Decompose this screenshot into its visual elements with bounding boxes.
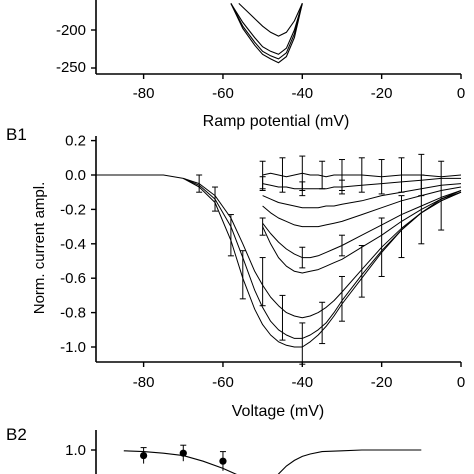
top-x-tick-label-3: -20 bbox=[371, 85, 393, 102]
b2-point-2 bbox=[219, 457, 227, 465]
b1-trace-0 bbox=[96, 174, 462, 348]
b2-data-points bbox=[140, 444, 227, 471]
top-x-tick-label-2: -40 bbox=[291, 85, 313, 102]
b1-trace-8 bbox=[262, 172, 462, 178]
b1-x-tick-label-0: -80 bbox=[133, 374, 155, 391]
b1-y-tick-label-3: -0.4 bbox=[60, 236, 86, 253]
top-trace-0 bbox=[238, 3, 303, 37]
top-x-tick-label-0: -80 bbox=[133, 85, 155, 102]
b1-y-tick-label-0: 0.2 bbox=[65, 133, 86, 150]
b2-fit-curve-0 bbox=[123, 450, 237, 474]
b1-trace-6 bbox=[262, 183, 462, 209]
b2-fit-curves bbox=[123, 449, 422, 474]
b1-trace-5 bbox=[262, 186, 462, 228]
top-x-tick-label-4: 0 bbox=[457, 85, 465, 102]
top-panel: -80 -60 -40 -20 0 -200 -250 Ramp potential (… bbox=[56, 0, 465, 130]
b1-y-tick-label-5: -0.8 bbox=[60, 305, 86, 322]
b2-point-1 bbox=[179, 449, 187, 457]
top-y-tick-label-200: -200 bbox=[56, 22, 86, 39]
b1-x-tick-label-1: -60 bbox=[212, 374, 234, 391]
b2-point-0 bbox=[140, 452, 148, 460]
b1-x-ticks: -80 -60 -40 -20 0 bbox=[133, 362, 465, 391]
b1-axes bbox=[95, 136, 461, 363]
b2-fit-curve-1 bbox=[277, 449, 422, 474]
top-trace-3 bbox=[230, 3, 303, 64]
top-x-ticks: -80 -60 -40 -20 0 bbox=[133, 74, 465, 102]
b1-trace-3 bbox=[262, 191, 462, 274]
top-trace-1 bbox=[230, 3, 303, 55]
top-x-tick-label-1: -60 bbox=[212, 85, 234, 102]
b1-y-tick-label-1: 0.0 bbox=[65, 167, 86, 184]
b1-x-tick-label-2: -40 bbox=[291, 374, 313, 391]
b1-trace-7 bbox=[262, 177, 461, 190]
b1-traces bbox=[96, 172, 462, 348]
b1-x-tick-label-4: 0 bbox=[457, 374, 465, 391]
b1-trace-4 bbox=[262, 190, 462, 259]
b1-y-axis-label: Norm. current ampl. bbox=[31, 182, 48, 315]
top-traces bbox=[230, 3, 303, 64]
b1-x-tick-label-3: -20 bbox=[371, 374, 393, 391]
panel-b2: B2 1.0 bbox=[6, 425, 422, 474]
b1-x-axis-label: Voltage (mV) bbox=[232, 403, 324, 420]
b1-y-tick-label-2: -0.2 bbox=[60, 201, 86, 218]
panel-b1: B1 Norm. current ampl. 0.2 0.0 -0.2 -0.4 -0.… bbox=[6, 125, 465, 420]
b1-y-ticks: 0.2 0.0 -0.2 -0.4 -0.6 -0.8 -1.0 bbox=[60, 133, 96, 356]
top-axes bbox=[95, 0, 461, 75]
top-trace-2 bbox=[230, 3, 303, 60]
b1-error-bars bbox=[196, 153, 445, 365]
top-x-axis-label: Ramp potential (mV) bbox=[203, 113, 350, 130]
b1-trace-2 bbox=[183, 177, 462, 319]
b1-y-tick-label-6: -1.0 bbox=[60, 339, 86, 356]
b2-y-tick-label-10: 1.0 bbox=[65, 442, 86, 459]
b1-y-tick-label-4: -0.6 bbox=[60, 270, 86, 287]
b1-panel-label: B1 bbox=[6, 125, 27, 144]
b2-panel-label: B2 bbox=[6, 425, 27, 444]
top-y-tick-label-250: -250 bbox=[56, 59, 86, 76]
